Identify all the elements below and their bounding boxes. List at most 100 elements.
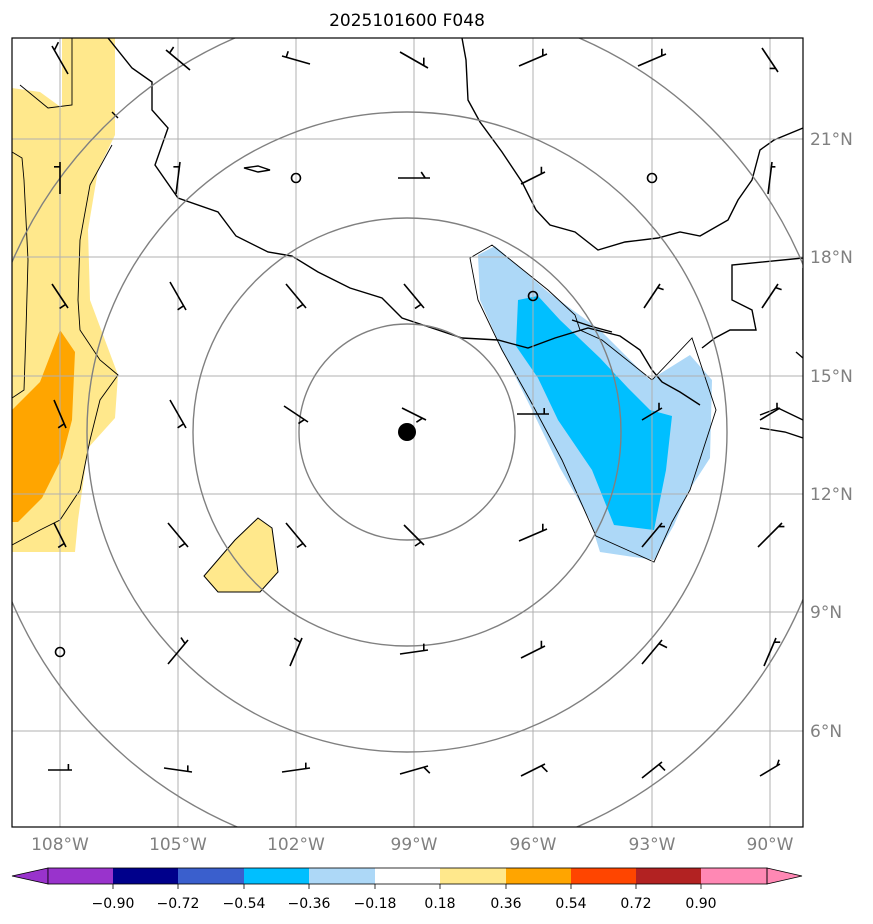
wind-barb	[757, 522, 785, 548]
lon-label: 102°W	[267, 835, 325, 855]
colorbar-bin	[375, 868, 440, 884]
colorbar-bin	[113, 868, 178, 884]
wind-barb	[167, 522, 189, 549]
contour-line	[12, 151, 29, 399]
lon-label: 99°W	[391, 835, 438, 855]
wind-barb	[48, 764, 72, 771]
wind-barb-calm	[54, 646, 66, 658]
wind-barb	[641, 402, 663, 421]
wind-barb	[759, 759, 781, 777]
wind-barb	[520, 166, 546, 185]
wind-barb	[641, 639, 668, 665]
wind-barb	[520, 763, 548, 777]
wind-barb	[285, 522, 307, 549]
wind-barb	[54, 162, 61, 194]
positive-shading-west-inner	[12, 330, 75, 522]
wind-barb	[285, 283, 307, 310]
colorbar-tick: 0.54	[555, 896, 586, 912]
lon-label: 96°W	[510, 835, 557, 855]
colorbar-bin	[636, 868, 701, 884]
wind-barb-calm	[527, 290, 539, 302]
lon-label: 90°W	[747, 835, 794, 855]
wind-barb	[53, 522, 67, 549]
wind-barb	[759, 402, 781, 421]
wind-barb	[761, 283, 782, 309]
lat-axis-labels: 21°N 18°N 15°N 12°N 9°N 6°N	[810, 130, 853, 742]
colorbar-bin	[48, 868, 113, 884]
wind-barb	[173, 161, 181, 195]
graticule	[12, 38, 803, 827]
contour-line	[469, 244, 717, 563]
wind-barb	[767, 161, 776, 195]
coastlines	[107, 38, 803, 439]
wind-barb	[517, 408, 549, 415]
positive-shading-southwest-blob	[203, 517, 279, 593]
wind-barb	[283, 405, 309, 425]
colorbar: −0.90 −0.72 −0.54 −0.36 −0.18 0.18 0.36 …	[11, 867, 803, 912]
colorbar-bin	[178, 868, 244, 884]
wind-barb	[167, 637, 189, 665]
wind-barb	[520, 640, 546, 659]
colorbar-bin	[701, 868, 767, 884]
lat-label: 15°N	[810, 367, 853, 387]
wind-barb	[399, 51, 429, 69]
wind-barb	[163, 765, 193, 773]
wind-barb	[169, 399, 187, 429]
lat-label: 21°N	[810, 130, 853, 150]
colorbar-tick: 0.72	[620, 896, 651, 912]
colorbar-bin	[506, 868, 571, 884]
wind-barb	[169, 281, 187, 311]
wind-barb	[641, 522, 665, 548]
wind-barb	[637, 48, 667, 67]
lon-label: 108°W	[31, 835, 89, 855]
wind-barb	[403, 283, 425, 310]
wind-barb	[165, 46, 191, 71]
wind-barb	[761, 47, 779, 73]
wind-barb	[403, 524, 425, 547]
wind-barb	[401, 407, 427, 423]
lon-label: 93°W	[629, 835, 676, 855]
wind-barb	[641, 761, 666, 779]
wind-barb	[399, 765, 431, 775]
map-area	[12, 38, 803, 827]
lon-axis-labels: 108°W 105°W 102°W 99°W 96°W 93°W 90°W	[31, 835, 794, 855]
lon-label: 105°W	[149, 835, 207, 855]
lat-label: 9°N	[810, 603, 842, 623]
lat-label: 12°N	[810, 485, 853, 505]
lat-label: 6°N	[810, 722, 842, 742]
colorbar-tick: 0.36	[490, 896, 521, 912]
wind-barb	[399, 643, 429, 655]
colorbar-bin	[244, 868, 309, 884]
negative-shading-medium	[516, 296, 672, 530]
colorbar-tick: 0.18	[424, 896, 455, 912]
colorbar-tick: −0.18	[354, 896, 397, 912]
colorbar-tick: −0.72	[157, 896, 200, 912]
colorbar-tick: 0.90	[685, 896, 716, 912]
colorbar-bin	[571, 868, 636, 884]
wind-barb	[398, 171, 430, 179]
storm-center-marker	[398, 423, 416, 441]
wind-barb	[289, 637, 303, 667]
colorbar-bin	[440, 868, 506, 884]
wind-barb	[281, 50, 311, 65]
wind-barb	[643, 283, 664, 309]
wind-barb	[518, 523, 548, 542]
wind-barbs	[48, 41, 785, 779]
colorbar-tick: −0.90	[92, 896, 135, 912]
wind-barb-calm	[290, 172, 302, 184]
wind-barb	[51, 41, 69, 75]
wind-barb-calm	[646, 172, 658, 184]
wind-barb	[53, 399, 67, 429]
wind-barb	[763, 637, 781, 667]
colorbar-low-extend	[11, 867, 49, 885]
colorbar-high-extend	[766, 867, 803, 885]
colorbar-tick: −0.54	[223, 896, 266, 912]
lat-label: 18°N	[810, 248, 853, 268]
wind-barb	[281, 762, 311, 773]
figure-title: 2025101600 F048	[329, 11, 485, 31]
map-frame	[11, 37, 804, 828]
colorbar-tick: −0.36	[288, 896, 331, 912]
colorbar-bin	[309, 868, 375, 884]
range-rings	[12, 38, 803, 827]
